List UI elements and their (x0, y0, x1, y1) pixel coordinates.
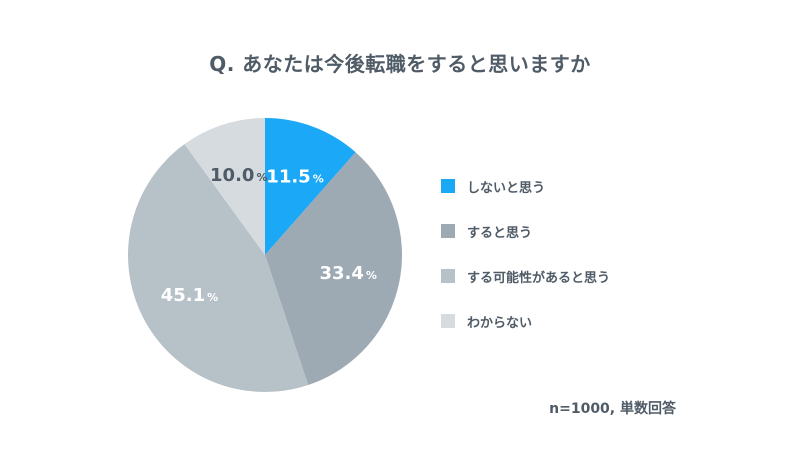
legend-item-kanousei: する可能性があると思う (441, 268, 611, 286)
legend-swatch (441, 179, 455, 193)
legend-label: する可能性があると思う (467, 270, 611, 286)
slice-value-label: 10.0% (210, 165, 267, 186)
legend-swatch (441, 269, 455, 283)
legend-item-shinai: しないと思う (441, 178, 610, 196)
sample-note: n=1000, 単数回答 (549, 401, 676, 417)
pie-slice (265, 152, 402, 386)
slice-value-label: 45.1% (161, 285, 218, 306)
legend-label: すると思う (467, 225, 533, 241)
legend-label: しないと思う (467, 180, 546, 196)
pie-slice (265, 118, 356, 255)
legend: しないと思う すると思う する可能性があると思う わからない (441, 178, 610, 358)
pie-slice (127, 144, 309, 392)
slice-value-label: 33.4% (320, 263, 377, 284)
legend-label: わからない (467, 315, 533, 331)
legend-swatch (441, 224, 455, 238)
legend-swatch (441, 314, 455, 328)
pie-slice (184, 118, 265, 255)
chart-title: Q. あなたは今後転職をすると思いますか (209, 52, 591, 76)
legend-item-suru: すると思う (441, 223, 610, 241)
legend-item-wakaranai: わからない (441, 313, 610, 331)
slice-value-label: 11.5% (266, 167, 323, 188)
